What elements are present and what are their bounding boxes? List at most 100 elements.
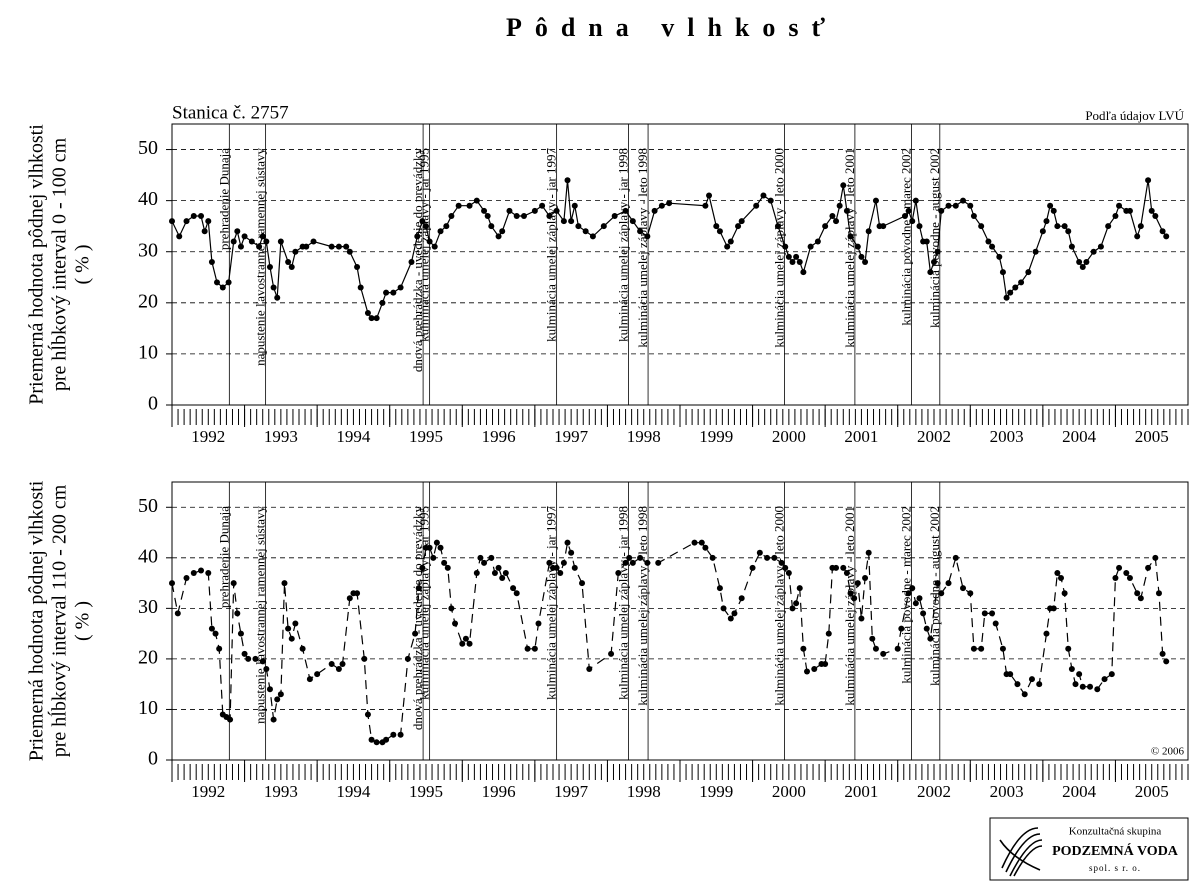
data-point [952, 202, 959, 209]
data-point [822, 223, 829, 230]
data-point [183, 218, 190, 225]
data-point [869, 635, 876, 642]
data-point [328, 660, 335, 667]
data-point [865, 228, 872, 235]
data-point [256, 243, 263, 250]
data-point [553, 207, 560, 214]
data-point [912, 197, 919, 204]
data-point [531, 207, 538, 214]
data-point [644, 559, 651, 566]
data-point [807, 243, 814, 250]
event-label: dnová prehrádzka - uvedenie do prevádzky [410, 148, 425, 373]
data-point [872, 197, 879, 204]
data-point [441, 559, 448, 566]
data-point [716, 585, 723, 592]
data-point [851, 595, 858, 602]
data-point [727, 238, 734, 245]
data-point [586, 666, 593, 673]
data-point [872, 645, 879, 652]
y-tick-label: 40 [138, 545, 158, 567]
data-point [339, 660, 346, 667]
data-point [1025, 269, 1032, 276]
event-label: kulminácia umelej záplavy - jar 1997 [544, 148, 559, 342]
data-point [373, 739, 380, 746]
data-point [1047, 202, 1054, 209]
data-point [789, 605, 796, 612]
data-point [575, 223, 582, 230]
data-point [706, 192, 713, 199]
data-point [531, 645, 538, 652]
logo-icon [999, 827, 1043, 877]
data-point [644, 233, 651, 240]
data-point [999, 645, 1006, 652]
data-point [731, 610, 738, 617]
data-point [274, 696, 281, 703]
data-point [865, 549, 872, 556]
data-point [419, 218, 426, 225]
data-point [252, 655, 259, 662]
event-label: kulminácia umelej záplavy - jar 1997 [544, 506, 559, 700]
event-label: kulminácia umelej záplavy - leto 2000 [771, 148, 786, 348]
data-point [756, 549, 763, 556]
data-point [909, 585, 916, 592]
data-point [814, 238, 821, 245]
data-point [560, 218, 567, 225]
x-tick-label: 2004 [1062, 782, 1097, 801]
data-point [354, 590, 361, 597]
data-point [176, 233, 183, 240]
data-point [1152, 212, 1159, 219]
data-point [822, 660, 829, 667]
data-point [626, 554, 633, 561]
data-point [1145, 177, 1152, 184]
data-point [1043, 630, 1050, 637]
data-point [651, 207, 658, 214]
data-point [1148, 207, 1155, 214]
data-point [753, 202, 760, 209]
data-point [622, 207, 629, 214]
data-point [473, 197, 480, 204]
data-point [978, 645, 985, 652]
station-label: Stanica č. 2757 [172, 102, 289, 123]
data-point [796, 585, 803, 592]
data-point [481, 559, 488, 566]
data-point [847, 233, 854, 240]
data-point [981, 610, 988, 617]
data-point [506, 207, 513, 214]
data-point [833, 218, 840, 225]
data-point [1112, 575, 1119, 582]
data-point [227, 716, 234, 723]
data-point [495, 564, 502, 571]
source-label: Podľa údajov LVÚ [1085, 108, 1184, 123]
data-point [967, 202, 974, 209]
data-point [1076, 258, 1083, 265]
data-point [263, 666, 270, 673]
data-point [1112, 212, 1119, 219]
data-point [568, 218, 575, 225]
data-point [270, 716, 277, 723]
data-point [749, 564, 756, 571]
data-point [637, 228, 644, 235]
data-point [858, 253, 865, 260]
data-point [843, 569, 850, 576]
data-point [666, 200, 673, 207]
data-point [800, 645, 807, 652]
y-tick-label: 20 [138, 647, 158, 669]
data-point [234, 610, 241, 617]
data-point [520, 212, 527, 219]
data-point [1028, 676, 1035, 683]
data-point [978, 223, 985, 230]
data-point [735, 223, 742, 230]
data-point [989, 610, 996, 617]
data-point [1014, 681, 1021, 688]
data-point [263, 238, 270, 245]
data-point [292, 620, 299, 627]
data-point [513, 212, 520, 219]
data-point [1097, 243, 1104, 250]
data-point [916, 595, 923, 602]
x-tick-label: 2001 [844, 782, 878, 801]
x-tick-label: 1994 [336, 782, 371, 801]
event-label: dnová prehrádzka - uvedenie do prevádzky [410, 506, 425, 731]
x-tick-label: 1999 [699, 427, 733, 446]
data-point [303, 243, 310, 250]
data-point [800, 269, 807, 276]
